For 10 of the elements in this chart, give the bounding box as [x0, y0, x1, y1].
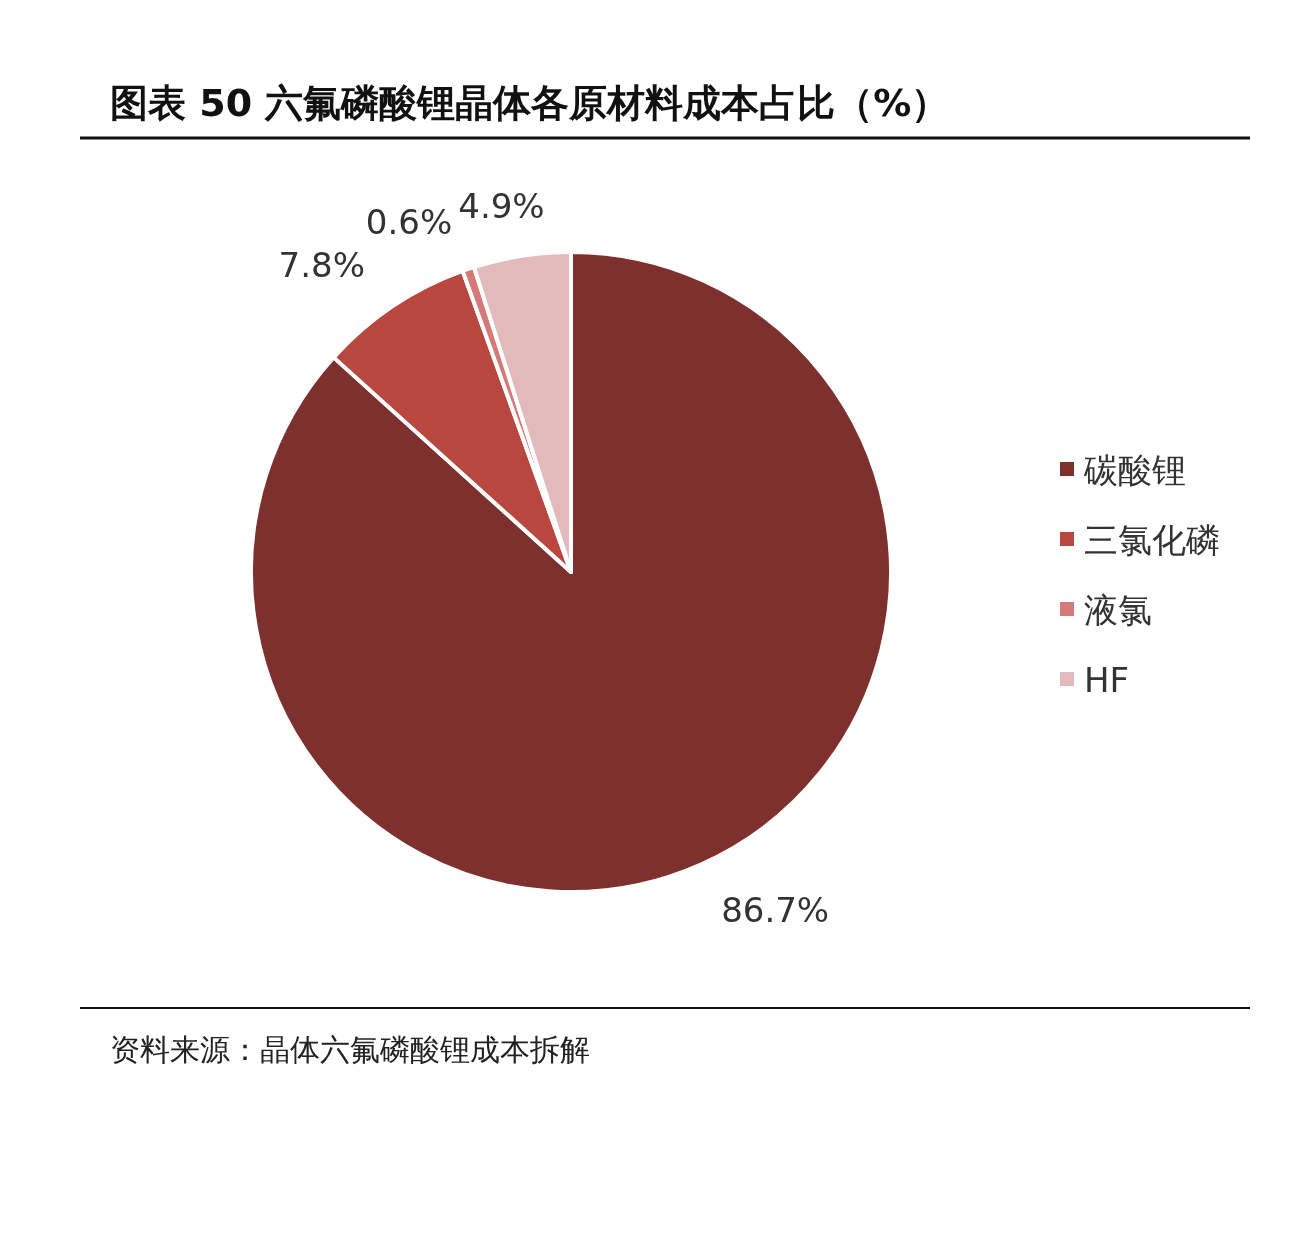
legend-label: 三氯化磷: [1084, 520, 1220, 560]
legend-label: HF: [1084, 660, 1130, 700]
data-label: 86.7%: [721, 890, 830, 931]
legend-label: 碳酸锂: [1083, 450, 1186, 490]
data-label: 0.6%: [365, 201, 453, 242]
text: 资料来源：晶体六氟磷酸锂成本拆解: [110, 1032, 590, 1067]
chart-title: 图表 50 六氟磷酸锂晶体各原材料成本占比（%）: [110, 81, 950, 125]
data-label: 4.9%: [458, 186, 545, 227]
data-label: 7.8%: [278, 244, 365, 285]
legend-label: 液氯: [1084, 590, 1152, 630]
